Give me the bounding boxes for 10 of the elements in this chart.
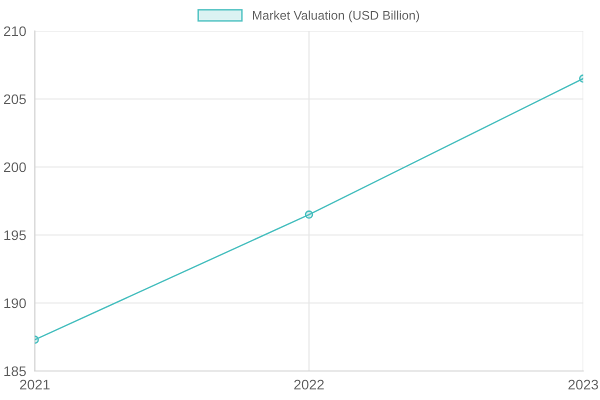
- y-tick-label: 190: [4, 298, 26, 308]
- x-tick-label: 2023: [568, 380, 598, 390]
- y-tick-label: 205: [4, 94, 26, 104]
- y-tick-label: 200: [4, 162, 26, 172]
- y-tick-label: 195: [4, 230, 26, 240]
- y-tick-label: 210: [4, 26, 26, 36]
- x-tick-label: 2021: [20, 380, 50, 390]
- x-tick-label: 2022: [294, 380, 324, 390]
- y-tick-label: 185: [4, 366, 26, 376]
- legend-label: Market Valuation (USD Billion): [252, 10, 420, 22]
